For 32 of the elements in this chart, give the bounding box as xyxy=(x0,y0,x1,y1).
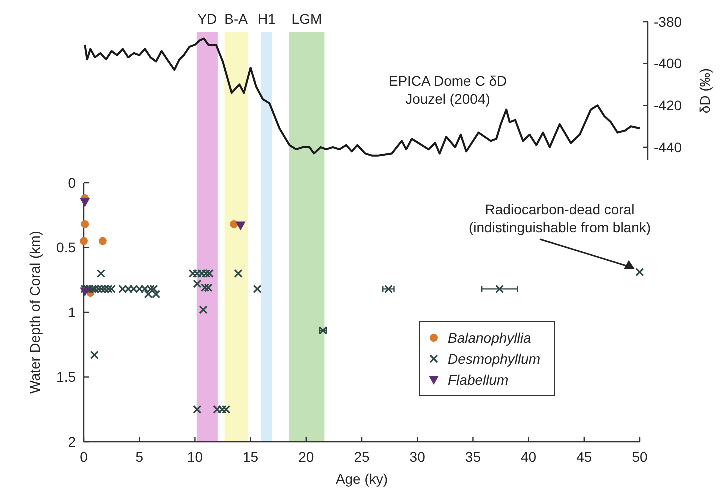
band-label: H1 xyxy=(258,11,276,27)
x-tick-label: 20 xyxy=(298,449,314,465)
band-label: YD xyxy=(198,11,218,27)
y-axis-title: δD (‰) xyxy=(697,68,713,114)
band-label: LGM xyxy=(292,11,322,27)
x-tick-label: 5 xyxy=(136,449,144,465)
x-tick-label: 25 xyxy=(354,449,370,465)
annotation: Radiocarbon-dead coral (indistinguishable from blank) xyxy=(468,201,652,236)
x-tick-label: 15 xyxy=(243,449,259,465)
y-axis-title: Water Depth of Coral (km) xyxy=(27,231,43,394)
x-tick-label: 45 xyxy=(576,449,592,465)
y-tick-label: -400 xyxy=(654,56,682,72)
x-tick-label: 50 xyxy=(632,449,648,465)
y-tick-label: 0 xyxy=(68,174,76,191)
y-tick-label: 1.5 xyxy=(56,369,76,386)
x-tick-label: 40 xyxy=(521,449,537,465)
legend-label: Balanophyllia xyxy=(448,330,532,346)
x-tick-label: 10 xyxy=(187,449,204,465)
x-tick-label: 35 xyxy=(465,449,482,465)
y-tick-label: -440 xyxy=(654,139,682,156)
x-axis-title: Age (ky) xyxy=(336,471,388,487)
annotation: EPICA Dome C δD Jouzel (2004) xyxy=(388,73,508,107)
x-tick-label: 30 xyxy=(410,449,426,465)
x-tick-label: 0 xyxy=(80,449,88,465)
y-tick-label: -420 xyxy=(654,98,682,114)
y-tick-label: 0.5 xyxy=(56,240,76,256)
y-tick-label: 2 xyxy=(68,434,76,450)
legend-label: Flabellum xyxy=(448,372,510,388)
y-tick-label: -380 xyxy=(654,14,682,30)
band-label: B-A xyxy=(224,11,249,27)
y-tick-label: 1 xyxy=(68,304,76,320)
legend-label: Desmophyllum xyxy=(448,350,541,367)
